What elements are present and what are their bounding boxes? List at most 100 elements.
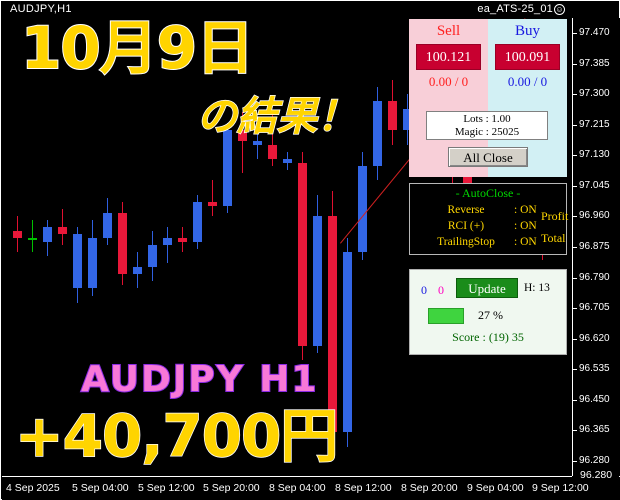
- time-tick-label: 8 Sep 12:00: [335, 482, 392, 494]
- price-tick-mark: [573, 216, 577, 217]
- price-scale[interactable]: 97.470 97.385 97.300 97.215 97.130 97.045 96.9…: [573, 18, 620, 476]
- price-tick-label: 96.620: [579, 333, 610, 344]
- candle-body: [178, 238, 187, 242]
- time-tick-label: 9 Sep 04:00: [467, 482, 524, 494]
- rci-value: : ON: [514, 220, 537, 232]
- price-tick-mark: [573, 247, 577, 248]
- price-tick-mark: [573, 430, 577, 431]
- sell-price-button[interactable]: 100.121: [416, 44, 481, 70]
- sell-ratio-label: 0.00 / 0: [428, 74, 469, 89]
- autoclose-row-trailingstop[interactable]: TrailingStop : ON: [410, 236, 566, 252]
- candle-body: [103, 212, 112, 238]
- candle-wick: [257, 130, 258, 159]
- candle-body: [208, 202, 217, 206]
- lots-magic-box: Lots : 1.00 Magic : 25025: [426, 111, 548, 140]
- candle-body: [133, 266, 142, 274]
- candle-body: [343, 252, 352, 433]
- price-tick-label: 96.960: [579, 210, 610, 221]
- price-tick-label: 97.470: [579, 27, 610, 38]
- update-button[interactable]: Update: [456, 278, 518, 298]
- price-tick-mark: [573, 186, 577, 187]
- count-magenta-label: 0: [438, 283, 444, 297]
- candle-body: [298, 162, 307, 346]
- title-bar: AUDJPY,H1 ea_ATS-25_01 ☺: [1, 1, 619, 18]
- price-tick-label: 96.280: [579, 455, 610, 466]
- price-tick-mark: [573, 339, 577, 340]
- candle-body: [223, 130, 232, 206]
- candle-body: [163, 238, 172, 246]
- candle-body: [403, 108, 412, 131]
- price-tick-label: 96.450: [579, 394, 610, 405]
- candle-body: [238, 130, 247, 141]
- candle-body: [193, 202, 202, 242]
- price-tick-mark: [573, 155, 577, 156]
- autoclose-title: - AutoClose -: [455, 186, 521, 200]
- buy-ratio-label: 0.00 / 0: [507, 74, 548, 89]
- trailingstop-value: : ON: [514, 236, 537, 248]
- price-tick-mark: [573, 125, 577, 126]
- smiley-face-icon: ☺: [554, 4, 565, 15]
- time-tick-label: 4 Sep 2025: [6, 482, 60, 494]
- candle-body: [148, 245, 157, 267]
- time-scale[interactable]: 4 Sep 2025 5 Sep 04:00 5 Sep 12:00 5 Sep 20…: [2, 469, 620, 500]
- candle-body: [58, 227, 67, 235]
- trailingstop-label: TrailingStop: [437, 236, 495, 248]
- candle-wick: [212, 180, 213, 217]
- autoclose-panel: - AutoClose - Reverse : ON RCI (+) : ON …: [409, 183, 567, 255]
- candle-body: [328, 216, 337, 433]
- magic-label: Magic : 25025: [454, 126, 520, 138]
- lots-label: Lots : 1.00: [463, 113, 511, 125]
- time-tick-label: 8 Sep 04:00: [269, 482, 326, 494]
- reverse-label: Reverse: [447, 204, 485, 216]
- price-tick-label: 97.130: [579, 149, 610, 160]
- price-tick-label: 97.300: [579, 88, 610, 99]
- price-tick-mark: [573, 94, 577, 95]
- candle-body: [313, 216, 322, 346]
- sell-title-label: Sell: [436, 23, 461, 39]
- time-tick-label: 5 Sep 20:00: [203, 482, 260, 494]
- price-tick-mark: [573, 308, 577, 309]
- candle-body: [118, 212, 127, 274]
- price-tick-label: 96.280: [580, 469, 613, 481]
- candle-body: [358, 166, 367, 253]
- candle-wick: [167, 227, 168, 264]
- time-tick-label: 9 Sep 12:00: [532, 482, 589, 494]
- plot-bottom-border: [2, 476, 572, 477]
- status-panel: 0 0 Update H: 13 27 % Score : (19) 35: [409, 269, 567, 355]
- price-tick-label: 96.790: [579, 272, 610, 283]
- price-tick-label: 96.365: [579, 424, 610, 435]
- score-label: Score : (19) 35: [452, 330, 524, 344]
- candle-body: [388, 101, 397, 131]
- price-tick-label: 97.215: [579, 119, 610, 130]
- progress-percent-label: 27 %: [478, 308, 503, 322]
- candle-body: [373, 101, 382, 167]
- rci-label: RCI (+): [447, 220, 485, 232]
- price-tick-label: 97.045: [579, 180, 610, 191]
- candle-wick: [242, 112, 243, 174]
- candle-body: [268, 144, 277, 159]
- time-tick-label: 8 Sep 20:00: [401, 482, 458, 494]
- price-tick-label: 96.875: [579, 241, 610, 252]
- price-tick-mark: [573, 461, 577, 462]
- candle-body: [13, 230, 22, 238]
- candle-body: [88, 238, 97, 289]
- time-tick-label: 5 Sep 04:00: [72, 482, 129, 494]
- candle-body: [28, 238, 37, 240]
- candle-body: [43, 227, 52, 242]
- autoclose-row-rci[interactable]: RCI (+) : ON: [410, 220, 566, 236]
- candle-body: [73, 234, 82, 289]
- autoclose-row-reverse[interactable]: Reverse : ON: [410, 204, 566, 220]
- total-label: Total: [541, 231, 566, 245]
- candle-body: [253, 140, 262, 145]
- plot-right-border: [572, 18, 573, 476]
- profit-label: Profit: [541, 209, 569, 223]
- buy-price-button[interactable]: 100.091: [495, 44, 560, 70]
- all-close-button[interactable]: All Close: [448, 147, 528, 167]
- price-tick-mark: [573, 278, 577, 279]
- price-tick-label: 96.705: [579, 302, 610, 313]
- ea-name-label: ea_ATS-25_01: [477, 3, 553, 15]
- reverse-value: : ON: [514, 204, 537, 216]
- hours-label: H: 13: [524, 282, 550, 294]
- price-tick-mark: [573, 400, 577, 401]
